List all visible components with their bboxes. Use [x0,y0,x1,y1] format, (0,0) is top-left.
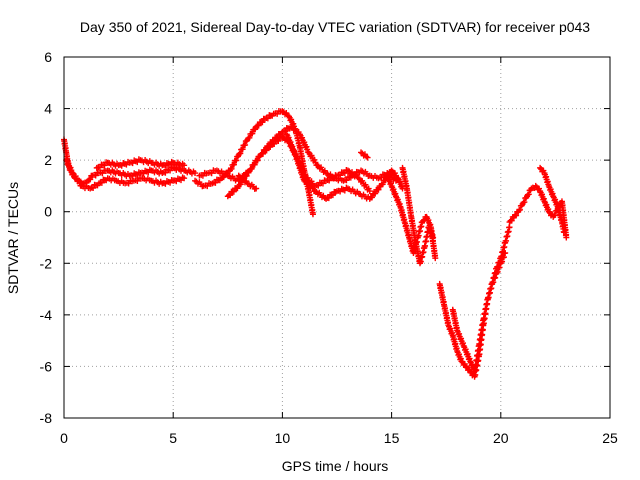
data-point [532,182,539,189]
data-point [517,206,524,213]
data-point [537,164,544,171]
data-point [98,179,105,186]
data-point [263,147,270,154]
data-point [337,172,344,179]
data-points [61,107,570,380]
data-point [502,249,509,256]
data-point [301,139,308,146]
data-point [212,179,219,186]
data-point [243,172,250,179]
data-point [239,146,246,153]
data-point [521,199,528,206]
data-point [325,195,332,202]
data-point [326,177,333,184]
data-point [366,188,373,195]
data-point [248,165,255,172]
plot-frame [63,56,611,419]
y-tick-label: 0 [44,204,52,220]
data-point [275,138,282,145]
data-point [228,165,235,172]
data-point [251,161,258,168]
data-point [92,172,99,179]
data-point [508,217,515,224]
y-tick-label: 2 [44,152,52,168]
data-point [341,170,348,177]
data-point [343,177,350,184]
data-point [255,122,262,129]
y-tick-label: -4 [40,307,53,323]
data-point [309,211,316,218]
data-point [314,162,321,169]
data-point [379,181,386,188]
x-tick-label: 0 [60,430,68,446]
data-point [271,140,278,147]
data-point [90,184,97,191]
data-point [254,157,261,164]
data-point [304,146,311,153]
data-point [330,175,337,182]
data-point [319,180,326,187]
data-point [259,150,266,157]
chart-title: Day 350 of 2021, Sidereal Day-to-day VTE… [80,19,590,35]
x-tick-label: 20 [493,430,509,446]
y-tick-label: -6 [40,358,53,374]
data-point [329,192,336,199]
data-point [237,150,244,157]
data-point [253,185,260,192]
data-point [249,130,256,137]
data-point [246,134,253,141]
data-point [181,162,188,169]
data-point [506,224,513,231]
data-point [355,175,362,182]
data-point [230,188,237,195]
data-point [368,194,375,201]
data-point [235,172,242,179]
data-point [162,169,169,176]
data-point [430,234,437,241]
data-point [364,154,371,161]
data-point [233,157,240,164]
y-axis-label: SDTVAR / TECUs [5,182,21,294]
data-point [375,186,382,193]
x-axis-label: GPS time / hours [282,458,389,474]
data-point [462,363,469,370]
x-tick-label: 5 [169,430,177,446]
x-tick-label: 10 [275,430,291,446]
data-point [227,192,234,199]
data-point [372,190,379,197]
data-point [237,181,244,188]
data-point [259,119,266,126]
data-point [264,115,271,122]
data-point [301,177,308,184]
data-point [315,182,322,189]
data-point [87,176,94,183]
data-point [299,134,306,141]
data-point [167,167,174,174]
data-point [388,167,395,174]
data-point [561,229,568,236]
data-point [192,170,199,177]
x-tick-label: 25 [602,430,618,446]
x-tick-label: 15 [384,430,400,446]
y-tick-label: 4 [44,101,52,117]
y-tick-label: -2 [40,255,53,271]
grid-lines [64,57,610,418]
data-point [545,208,552,215]
data-point [282,128,289,135]
data-point [242,141,249,148]
data-point [101,162,108,169]
y-tick-label: 6 [44,49,52,65]
data-point [288,123,295,130]
data-point [432,255,439,262]
data-point [96,164,103,171]
data-point [181,175,188,182]
data-point [525,191,532,198]
data-point [458,358,465,365]
y-tick-label: -8 [40,410,53,426]
data-point [303,143,310,150]
data-point [230,161,237,168]
data-point [563,234,570,241]
data-point [513,212,520,219]
